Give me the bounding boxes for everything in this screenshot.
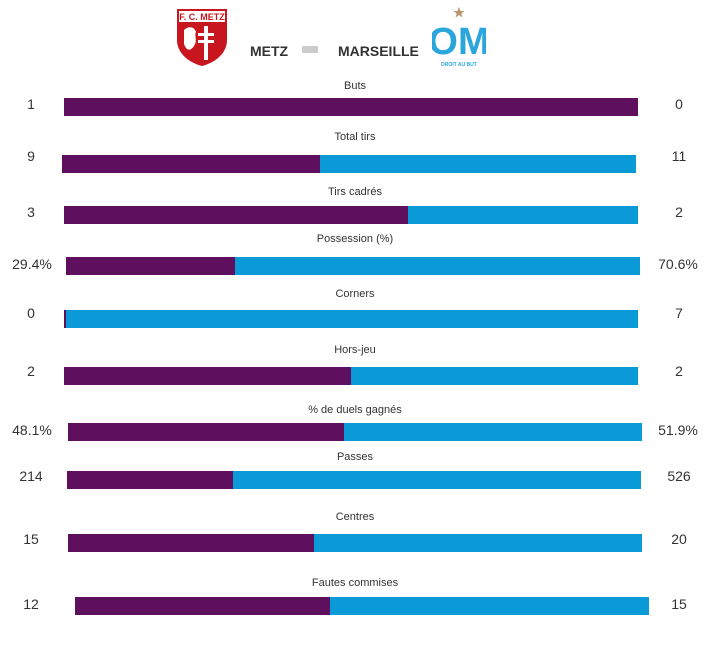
home-share-bar bbox=[66, 257, 235, 275]
home-stat-value: 9 bbox=[27, 148, 35, 164]
home-share-bar bbox=[75, 597, 330, 615]
stat-row: Hors-jeu 2 2 bbox=[0, 344, 710, 404]
stat-bar bbox=[64, 98, 638, 116]
stat-bar bbox=[64, 367, 638, 385]
stat-label: Possession (%) bbox=[316, 233, 394, 245]
stat-row: Passes 214 526 bbox=[0, 451, 710, 511]
om-crest-motto: DROIT AU BUT bbox=[441, 62, 477, 68]
stat-row: Total tirs 9 11 bbox=[0, 131, 710, 191]
home-share-bar bbox=[64, 310, 66, 328]
home-stat-value: 48.1% bbox=[12, 422, 52, 438]
home-share-bar bbox=[64, 206, 408, 224]
om-crest-letters: OM bbox=[432, 21, 486, 63]
olympique-marseille-crest-icon: OM DROIT AU BUT bbox=[432, 7, 486, 68]
home-stat-value: 15 bbox=[23, 531, 39, 547]
away-stat-value: 20 bbox=[671, 531, 687, 547]
away-share-bar bbox=[66, 310, 638, 328]
home-stat-value: 29.4% bbox=[12, 256, 52, 272]
home-share-bar bbox=[64, 98, 638, 116]
star-icon bbox=[453, 7, 465, 18]
away-share-bar bbox=[235, 257, 640, 275]
away-stat-value: 15 bbox=[671, 596, 687, 612]
stat-label: Passes bbox=[336, 451, 374, 463]
stat-label: Hors-jeu bbox=[334, 344, 376, 356]
home-stat-value: 214 bbox=[19, 468, 43, 484]
away-stat-value: 70.6% bbox=[658, 256, 698, 272]
stat-bar bbox=[64, 206, 638, 224]
stat-bar bbox=[68, 423, 642, 441]
home-stat-value: 3 bbox=[27, 204, 35, 220]
stat-bar bbox=[67, 471, 641, 489]
away-stat-value: 2 bbox=[675, 204, 683, 220]
away-stat-value: 0 bbox=[675, 96, 683, 112]
home-share-bar bbox=[68, 423, 344, 441]
score-separator bbox=[302, 46, 318, 53]
stat-bar bbox=[75, 597, 649, 615]
stat-bar bbox=[66, 257, 640, 275]
away-team-name: MARSEILLE bbox=[338, 43, 419, 59]
away-share-bar bbox=[314, 534, 642, 552]
stat-bar bbox=[62, 155, 636, 173]
away-stat-value: 11 bbox=[671, 148, 687, 164]
stat-row: Possession (%) 29.4% 70.6% bbox=[0, 233, 710, 293]
stat-row: Centres 15 20 bbox=[0, 511, 710, 571]
home-stat-value: 12 bbox=[23, 596, 39, 612]
home-team-name: METZ bbox=[250, 43, 289, 59]
stat-label: Tirs cadrés bbox=[328, 186, 382, 198]
stat-label: Centres bbox=[335, 511, 375, 523]
away-stat-value: 2 bbox=[675, 363, 683, 379]
away-stat-value: 526 bbox=[667, 468, 691, 484]
away-share-bar bbox=[330, 597, 649, 615]
home-stat-value: 2 bbox=[27, 363, 35, 379]
metz-crest-text: F. C. METZ bbox=[179, 12, 225, 22]
stat-row: Fautes commises 12 15 bbox=[0, 577, 710, 637]
home-share-bar bbox=[67, 471, 233, 489]
stat-label: Total tirs bbox=[334, 131, 376, 143]
stat-label: Fautes commises bbox=[311, 577, 399, 589]
stat-bar bbox=[64, 310, 638, 328]
stat-label: % de duels gagnés bbox=[308, 404, 402, 416]
stat-row: Buts 1 0 bbox=[0, 80, 710, 140]
home-stat-value: 0 bbox=[27, 305, 35, 321]
stat-row: Tirs cadrés 3 2 bbox=[0, 186, 710, 246]
stat-row: Corners 0 7 bbox=[0, 288, 710, 348]
away-share-bar bbox=[351, 367, 638, 385]
stat-bar bbox=[68, 534, 642, 552]
stat-row: % de duels gagnés 48.1% 51.9% bbox=[0, 404, 710, 464]
away-share-bar bbox=[408, 206, 638, 224]
stat-label: Buts bbox=[343, 80, 366, 92]
home-share-bar bbox=[62, 155, 320, 173]
home-stat-value: 1 bbox=[27, 96, 35, 112]
away-share-bar bbox=[344, 423, 642, 441]
away-share-bar bbox=[233, 471, 641, 489]
away-stat-value: 51.9% bbox=[658, 422, 698, 438]
fc-metz-crest-icon: F. C. METZ bbox=[177, 9, 227, 66]
stat-label: Corners bbox=[335, 288, 375, 300]
away-stat-value: 7 bbox=[675, 305, 683, 321]
home-share-bar bbox=[68, 534, 314, 552]
match-header: F. C. METZ METZ MARSEILLE OM DROIT AU BU… bbox=[0, 0, 710, 72]
away-share-bar bbox=[320, 155, 636, 173]
home-share-bar bbox=[64, 367, 351, 385]
